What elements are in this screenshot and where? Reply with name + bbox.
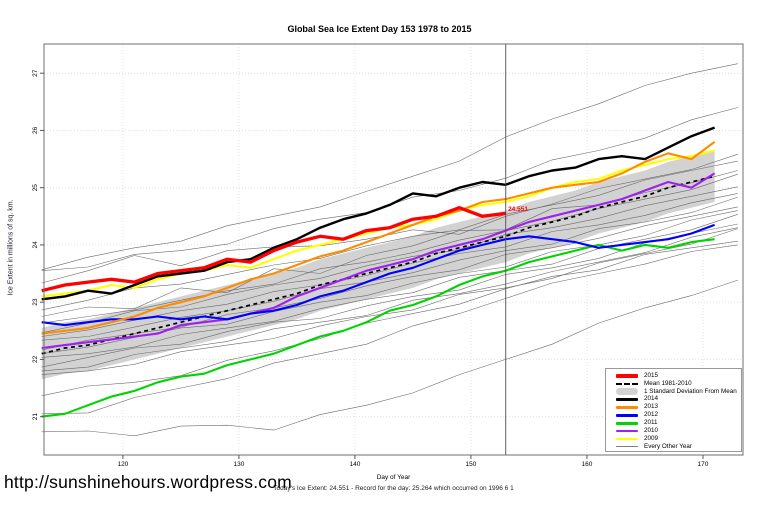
- legend-label: 2011: [644, 419, 658, 427]
- y-tick-label: 26: [32, 126, 39, 134]
- every-other-year-line: [41, 244, 738, 415]
- legend-label: 2010: [644, 427, 659, 435]
- chart-title: Global Sea Ice Extent Day 153 1978 to 20…: [287, 24, 472, 34]
- every-other-year-line: [41, 228, 738, 375]
- legend-item: Mean 1981-2010: [616, 380, 741, 388]
- legend-swatch-icon: [616, 437, 638, 441]
- x-tick-label: 170: [698, 461, 709, 468]
- y-tick-label: 24: [32, 241, 39, 249]
- mean-1981-2010-line: [41, 175, 715, 355]
- legend-label: 1 Standard Deviation From Mean: [644, 387, 737, 395]
- chart-caption: Today's Ice Extent: 24.551 - Record for …: [273, 485, 514, 492]
- x-axis-label: Day of Year: [376, 474, 411, 481]
- legend-swatch-icon: [616, 446, 638, 448]
- legend-item: 1 Standard Deviation From Mean: [616, 388, 741, 396]
- legend-swatch-icon: [616, 429, 638, 433]
- series-line-2015: [41, 206, 506, 293]
- axis-ticks: [40, 72, 704, 459]
- y-tick-label: 21: [32, 413, 39, 421]
- series-line-2013: [41, 141, 716, 335]
- legend-item: 2013: [616, 404, 741, 412]
- every-other-year-line: [41, 206, 738, 351]
- legend-label: Mean 1981-2010: [644, 379, 692, 387]
- legend-item: 2011: [616, 419, 741, 427]
- legend-item: 2014: [616, 396, 741, 404]
- series-line-2011: [41, 238, 715, 418]
- plot-border: [43, 43, 744, 456]
- x-tick-label: 150: [466, 461, 477, 468]
- every-other-year-line: [41, 240, 738, 397]
- every-other-year-line: [41, 279, 738, 437]
- legend-label: 2015: [644, 371, 659, 379]
- every-other-year-line: [41, 160, 738, 311]
- legend-label: 2014: [644, 395, 659, 403]
- legend-item: 2010: [616, 427, 741, 435]
- legend-item: 2009: [616, 435, 741, 443]
- series-line-2012: [41, 223, 715, 327]
- every-other-year-line: [41, 196, 738, 341]
- year-series-lines: [41, 126, 716, 418]
- current-extent-annotation: 24.551: [508, 206, 528, 214]
- every-other-year-line: [41, 227, 738, 372]
- legend-item: 2015: [616, 372, 741, 380]
- series-line-2014: [41, 126, 716, 301]
- mean-line: [41, 175, 715, 355]
- y-tick-label: 25: [32, 184, 39, 192]
- legend-item: Every Other Year: [616, 443, 741, 451]
- legend-swatch-icon: [616, 421, 638, 425]
- legend-swatch-icon: [616, 398, 638, 401]
- legend-item: 2012: [616, 411, 741, 419]
- x-tick-label: 140: [349, 461, 360, 468]
- legend-label: Every Other Year: [644, 442, 692, 450]
- legend-swatch-icon: [616, 414, 638, 417]
- legend-label: 2009: [644, 434, 659, 442]
- legend-label: 2013: [644, 403, 659, 411]
- legend-swatch-icon: [616, 388, 638, 396]
- y-axis-label: Ice Extent in millions of sq. km.: [7, 199, 15, 296]
- source-url-text: http://sunshinehours.wordpress.com: [4, 472, 292, 492]
- x-tick-label: 160: [582, 461, 593, 468]
- x-tick-label: 130: [233, 461, 244, 468]
- y-tick-label: 22: [32, 355, 39, 363]
- axis-tick-labels: 120 130 140 150 160 170 21 22 23 24 25 26 27: [32, 69, 709, 468]
- legend-swatch-icon: [616, 382, 638, 385]
- y-tick-label: 27: [32, 69, 39, 77]
- legend-swatch-icon: [616, 406, 638, 409]
- x-tick-label: 120: [117, 461, 128, 468]
- legend-swatch-icon: [616, 374, 638, 378]
- y-tick-label: 23: [32, 298, 39, 306]
- every-other-year-line: [41, 173, 738, 324]
- legend-label: 2012: [644, 411, 659, 419]
- series-line-2010: [41, 172, 716, 350]
- every-other-year-line: [41, 63, 738, 271]
- legend-box: 2015 Mean 1981-2010 1 Standard Deviation F…: [605, 368, 742, 452]
